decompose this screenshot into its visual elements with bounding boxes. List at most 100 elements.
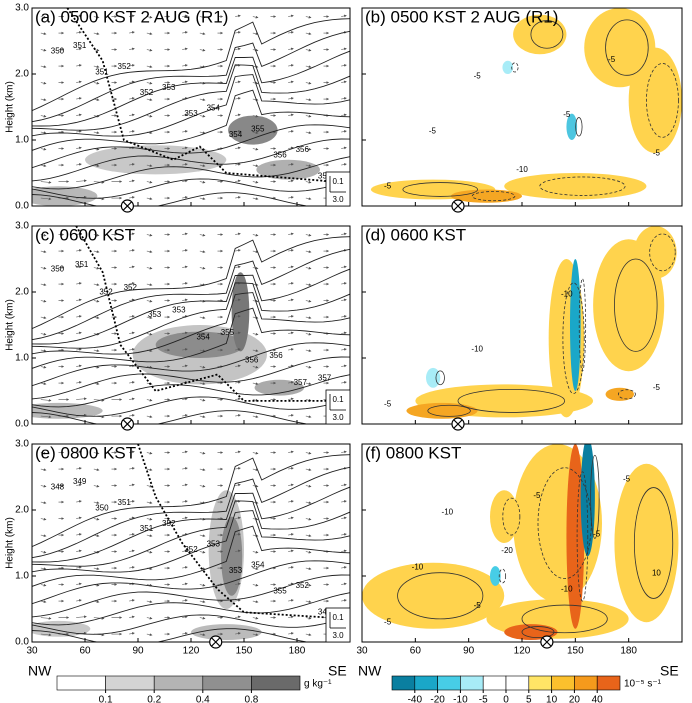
wind-vector [129, 632, 135, 635]
wind-vector [182, 397, 188, 401]
wind-vector [40, 316, 47, 320]
wind-vector [252, 332, 259, 336]
wind-vector [305, 299, 312, 303]
contour-line [578, 278, 587, 372]
wind-vector [199, 32, 206, 36]
wind-vector [146, 81, 153, 85]
wind-vector [146, 633, 153, 637]
contour-line [32, 124, 350, 169]
wind-vector [182, 615, 188, 619]
wind-vector [182, 450, 188, 454]
wind-vector [305, 567, 312, 571]
wind-vector [288, 599, 294, 602]
wind-vector [199, 365, 206, 369]
colorbar-segment [460, 675, 484, 691]
direction-label: SE [328, 663, 347, 679]
contour-label: 354 [196, 333, 210, 342]
wind-vector [182, 14, 188, 18]
y-tick-label: 3.0 [15, 439, 29, 450]
wind-vector [182, 516, 188, 520]
wind-vector [288, 500, 294, 503]
wind-vector [235, 381, 241, 384]
contour-line [32, 592, 350, 626]
colorbar-segment [505, 675, 530, 691]
wind-vector [305, 534, 312, 538]
wind-vector [305, 316, 312, 320]
contour-line [32, 466, 350, 559]
wind-vector [252, 600, 259, 604]
colorbar-segment [251, 675, 301, 691]
wind-vector [76, 47, 82, 51]
wind-vector [252, 415, 259, 419]
wind-vector [40, 266, 47, 270]
colorbar-label: 0 [503, 695, 509, 703]
contour-line [402, 182, 478, 197]
wind-vector [182, 31, 188, 34]
colorbar-label: 20 [569, 695, 581, 703]
wind-vector [199, 484, 206, 488]
wind-vector [182, 599, 188, 602]
colorbar-segment [551, 675, 575, 691]
colorbar-label: 0.2 [147, 695, 161, 703]
wind-vector [288, 381, 294, 384]
panel-title: (d) 0600 KST [365, 225, 466, 244]
wind-vector [235, 331, 241, 335]
wind-vector [76, 615, 87, 619]
direction-label: SE [660, 663, 679, 679]
panel-field [32, 8, 350, 206]
contour-label: 350 [95, 503, 109, 512]
wind-vector [235, 179, 241, 183]
contour-label: 357 [318, 171, 332, 180]
contour-line [32, 396, 350, 417]
shaded-area [570, 259, 581, 391]
wind-vector [235, 130, 241, 133]
contour-label: 354 [229, 130, 243, 139]
colorbar-label: -40 [408, 695, 423, 703]
wind-vector [305, 484, 312, 488]
shaded-area [502, 60, 514, 74]
y-tick-label: 2.0 [15, 69, 29, 80]
contour-label: 356 [296, 145, 310, 154]
wind-vector [40, 15, 47, 19]
wind-vector [252, 98, 259, 102]
wind-vector [305, 65, 312, 69]
colorbar-segment [391, 675, 416, 691]
colorbar-label: 0.8 [244, 695, 258, 703]
shaded-area [406, 402, 478, 419]
contour-label: 353 [207, 540, 221, 549]
wind-vector [146, 15, 153, 19]
contour-label: -5 [623, 475, 631, 484]
wind-vector [76, 566, 82, 569]
wind-vector [129, 265, 135, 269]
colorbar-label: 0.4 [196, 695, 210, 703]
wind-vector [305, 233, 312, 237]
colorbar-segment [528, 675, 552, 691]
colorbar-label: -5 [479, 695, 488, 703]
wind-vector [129, 249, 135, 252]
wind-vector [235, 113, 241, 117]
boundary-line [137, 444, 350, 620]
contour-line [32, 574, 350, 618]
contour-line [562, 282, 585, 395]
wind-vector [76, 265, 82, 269]
contour-label: -5 [533, 491, 541, 500]
contour-line [521, 626, 555, 639]
station-marker-cross [211, 637, 221, 647]
wind-vector [341, 348, 347, 351]
reference-label: 0.1 [332, 177, 344, 186]
wind-vector [76, 450, 82, 454]
x-tick-label: 150 [567, 646, 584, 657]
wind-vector [76, 282, 82, 285]
contour-label: -5 [474, 601, 482, 610]
contour-label: 355 [221, 328, 235, 337]
shaded-area [221, 516, 243, 596]
wind-vector [235, 298, 241, 302]
wind-vector [76, 31, 82, 34]
wind-vector [40, 567, 47, 571]
wind-vector [40, 583, 47, 587]
panel-title: (c) 0600 KST [35, 225, 135, 244]
wind-vector [252, 534, 259, 538]
panel-title: (e) 0800 KST [35, 443, 136, 462]
contour-line [32, 374, 350, 408]
